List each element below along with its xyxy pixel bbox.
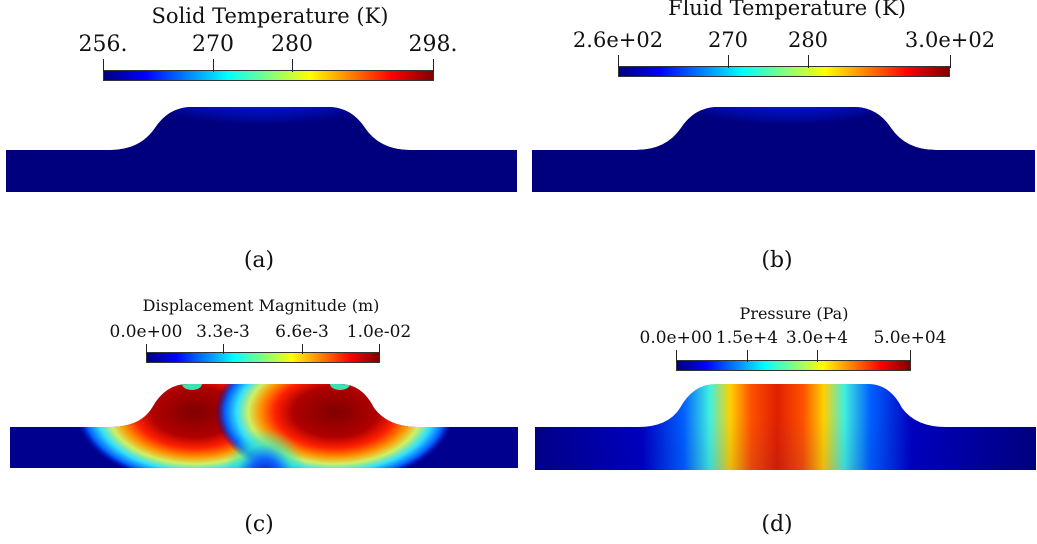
colorbar-title: Pressure (Pa) <box>739 304 849 323</box>
panel-caption: (b) <box>761 248 793 273</box>
colorbar-title: Fluid Temperature (K) <box>668 0 906 20</box>
panel-d: Pressure (Pa) 0.0e+00 1.5e+4 3.0e+4 5.0e… <box>518 272 1036 544</box>
tick-label: 1.0e-02 <box>346 322 412 342</box>
tick-label: 3.0e+02 <box>904 28 996 52</box>
colorbar <box>676 360 911 371</box>
colorbar-title: Displacement Magnitude (m) <box>142 296 380 315</box>
colorbar-tick <box>618 55 619 68</box>
colorbar-title: Solid Temperature (K) <box>151 4 389 28</box>
colorbar-tick <box>910 350 911 362</box>
panel-a: Solid Temperature (K) 256. 270 280 298. <box>0 0 518 273</box>
tick-label: 3.0e+4 <box>785 328 849 348</box>
temperature-field-plot <box>532 107 1035 192</box>
colorbar-tick <box>103 59 104 72</box>
panel-caption: (c) <box>244 512 274 537</box>
panel-c: Displacement Magnitude (m) 0.0e+00 3.3e-… <box>0 272 518 544</box>
colorbar <box>146 352 380 363</box>
tick-label: 298. <box>408 32 458 57</box>
colorbar <box>618 66 950 77</box>
tick-label: 280 <box>271 32 313 57</box>
temperature-field-plot <box>6 107 517 192</box>
colorbar-tick <box>223 344 224 354</box>
colorbar-tick <box>379 344 380 354</box>
colorbar-tick <box>817 350 818 362</box>
tick-label: 6.6e-3 <box>275 322 329 342</box>
colorbar-tick <box>302 344 303 354</box>
colorbar-tick <box>146 344 147 354</box>
panel-b: Fluid Temperature (K) 2.6e+02 270 280 3.… <box>518 0 1036 273</box>
colorbar-tick <box>747 350 748 362</box>
tick-label: 0.0e+00 <box>639 328 713 348</box>
pressure-field-plot <box>535 384 1036 470</box>
tick-label: 5.0e+04 <box>873 328 947 348</box>
tick-label: 3.3e-3 <box>196 322 250 342</box>
panel-caption: (a) <box>243 248 275 273</box>
displacement-field-plot <box>10 384 518 468</box>
colorbar-tick <box>950 55 951 68</box>
tick-label: 270 <box>192 32 234 57</box>
tick-label: 256. <box>78 32 128 57</box>
colorbar <box>103 70 434 81</box>
tick-label: 2.6e+02 <box>572 28 664 52</box>
tick-label: 270 <box>707 28 749 52</box>
tick-label: 0.0e+00 <box>109 322 183 342</box>
panel-caption: (d) <box>761 512 793 537</box>
colorbar-tick <box>808 55 809 68</box>
colorbar-tick <box>292 59 293 72</box>
colorbar-tick <box>728 55 729 68</box>
colorbar-tick <box>433 59 434 72</box>
colorbar-tick <box>676 350 677 362</box>
colorbar-tick <box>213 59 214 72</box>
tick-label: 1.5e+4 <box>715 328 779 348</box>
tick-label: 280 <box>787 28 829 52</box>
